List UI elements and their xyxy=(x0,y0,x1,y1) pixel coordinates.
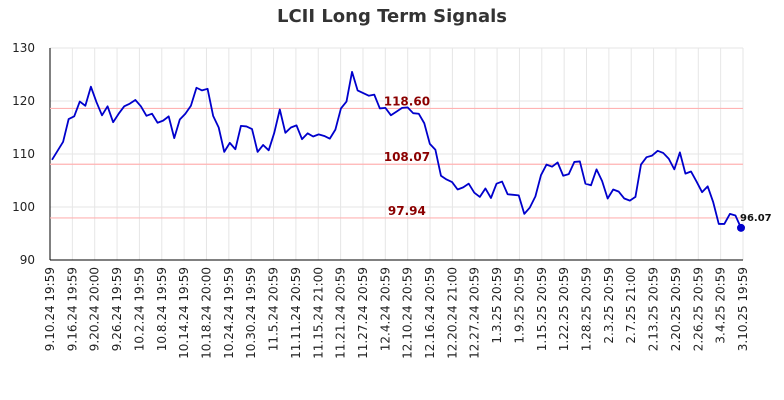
x-tick-label: 2.7.25 21:00 xyxy=(624,267,638,344)
x-tick-label: 11.27.24 20:59 xyxy=(356,267,370,359)
x-tick-label: 10.24.24 19:59 xyxy=(222,267,236,359)
x-tick-label: 12.10.24 20:59 xyxy=(401,267,415,359)
x-tick-label: 2.3.25 20:59 xyxy=(602,267,616,344)
x-tick-label: 10.18.24 20:00 xyxy=(199,267,213,359)
x-tick-label: 12.27.24 20:59 xyxy=(468,267,482,359)
x-tick-label: 11.21.24 20:59 xyxy=(334,267,348,359)
y-tick-label: 120 xyxy=(12,94,35,108)
last-point-label: 96.07 xyxy=(740,213,772,224)
x-tick-label: 9.16.24 19:59 xyxy=(65,267,79,351)
x-tick-label: 1.9.25 20:59 xyxy=(512,267,526,344)
x-tick-label: 2.26.25 20:59 xyxy=(691,267,705,351)
y-tick-label: 110 xyxy=(12,147,35,161)
x-tick-label: 1.28.25 20:59 xyxy=(580,267,594,351)
y-tick-label: 100 xyxy=(12,200,35,214)
x-tick-label: 12.16.24 20:59 xyxy=(423,267,437,359)
x-tick-label: 12.20.24 21:00 xyxy=(445,267,459,359)
x-tick-label: 10.2.24 19:59 xyxy=(132,267,146,351)
x-tick-label: 9.20.24 20:00 xyxy=(88,267,102,351)
y-tick-label: 130 xyxy=(12,41,35,55)
x-tick-label: 11.5.24 20:59 xyxy=(267,267,281,351)
x-tick-label: 9.26.24 19:59 xyxy=(110,267,124,351)
series-line xyxy=(51,70,742,229)
chart-title: LCII Long Term Signals xyxy=(276,6,507,27)
x-tick-label: 1.15.25 20:59 xyxy=(535,267,549,351)
x-tick-label: 11.11.24 20:59 xyxy=(289,267,303,359)
x-tick-label: 3.10.25 19:59 xyxy=(736,267,750,351)
x-tick-label: 1.3.25 20:59 xyxy=(490,267,504,344)
x-tick-label: 12.4.24 20:59 xyxy=(378,267,392,351)
y-tick-label: 90 xyxy=(20,253,35,267)
reference-line-label: 108.07 xyxy=(384,150,430,164)
x-tick-label: 2.13.25 20:59 xyxy=(647,267,661,351)
x-tick-label: 1.22.25 20:59 xyxy=(557,267,571,351)
x-tick-label: 10.30.24 19:59 xyxy=(244,267,258,359)
reference-line-label: 118.60 xyxy=(384,94,430,108)
x-tick-label: 3.4.25 20:59 xyxy=(714,267,728,344)
x-tick-label: 11.15.24 21:00 xyxy=(311,267,325,359)
x-tick-label: 10.8.24 19:59 xyxy=(155,267,169,351)
x-tick-label: 9.10.24 19:59 xyxy=(43,267,57,351)
x-tick-label: 2.20.25 20:59 xyxy=(669,267,683,351)
x-tick-label: 10.14.24 19:59 xyxy=(177,267,191,359)
reference-line-label: 97.94 xyxy=(388,204,426,218)
last-point-marker xyxy=(737,223,745,232)
